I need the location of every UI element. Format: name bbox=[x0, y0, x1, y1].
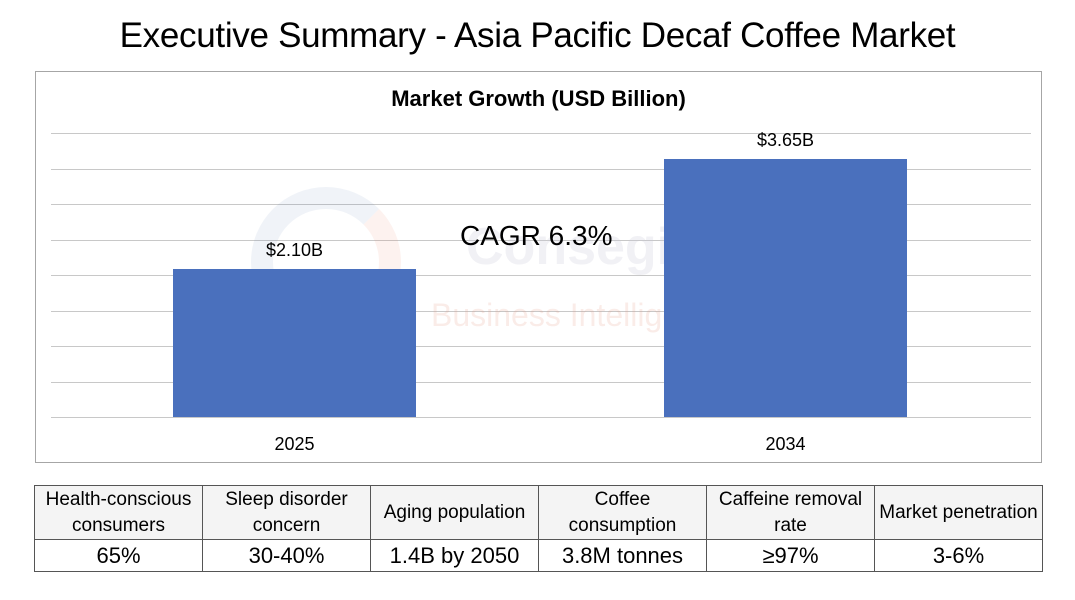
header-aging-population: Aging population bbox=[370, 485, 539, 540]
bar-label-2034: $3.65B bbox=[756, 130, 815, 150]
x-tick-2025: 2025 bbox=[274, 434, 315, 454]
bar-2025 bbox=[173, 269, 416, 417]
header-coffee-consumption: Coffee consumption bbox=[538, 485, 707, 540]
value-coffee-consumption: 3.8M tonnes bbox=[538, 539, 707, 572]
x-tick-2034: 2034 bbox=[765, 434, 806, 454]
table-header-row: Health-conscious consumers Sleep disorde… bbox=[34, 485, 1043, 540]
value-caffeine-removal: ≥97% bbox=[706, 539, 875, 572]
gridline bbox=[51, 275, 1031, 276]
key-metrics-table: Health-conscious consumers Sleep disorde… bbox=[34, 485, 1043, 572]
value-health-conscious: 65% bbox=[34, 539, 203, 572]
page-title: Executive Summary - Asia Pacific Decaf C… bbox=[119, 16, 956, 55]
cagr-annotation: CAGR 6.3% bbox=[460, 220, 613, 251]
market-growth-chart: Market Growth (USD Billion) Consegic Bus… bbox=[35, 71, 1042, 463]
table-value-row: 65% 30-40% 1.4B by 2050 3.8M tonnes ≥97%… bbox=[34, 539, 1043, 572]
header-health-conscious: Health-conscious consumers bbox=[34, 485, 203, 540]
gridline bbox=[51, 133, 1031, 134]
value-sleep-disorder: 30-40% bbox=[202, 539, 371, 572]
gridline bbox=[51, 240, 1031, 241]
value-market-penetration: 3-6% bbox=[874, 539, 1043, 572]
x-axis-baseline bbox=[51, 417, 1031, 418]
gridline bbox=[51, 382, 1031, 383]
gridline bbox=[51, 169, 1031, 170]
header-sleep-disorder: Sleep disorder concern bbox=[202, 485, 371, 540]
value-aging-population: 1.4B by 2050 bbox=[370, 539, 539, 572]
gridline bbox=[51, 311, 1031, 312]
header-caffeine-removal: Caffeine removal rate bbox=[706, 485, 875, 540]
bar-2034 bbox=[664, 159, 907, 417]
header-market-penetration: Market penetration bbox=[874, 485, 1043, 540]
gridline bbox=[51, 346, 1031, 347]
chart-title: Market Growth (USD Billion) bbox=[391, 86, 686, 111]
bar-label-2025: $2.10B bbox=[265, 240, 324, 260]
gridline bbox=[51, 204, 1031, 205]
